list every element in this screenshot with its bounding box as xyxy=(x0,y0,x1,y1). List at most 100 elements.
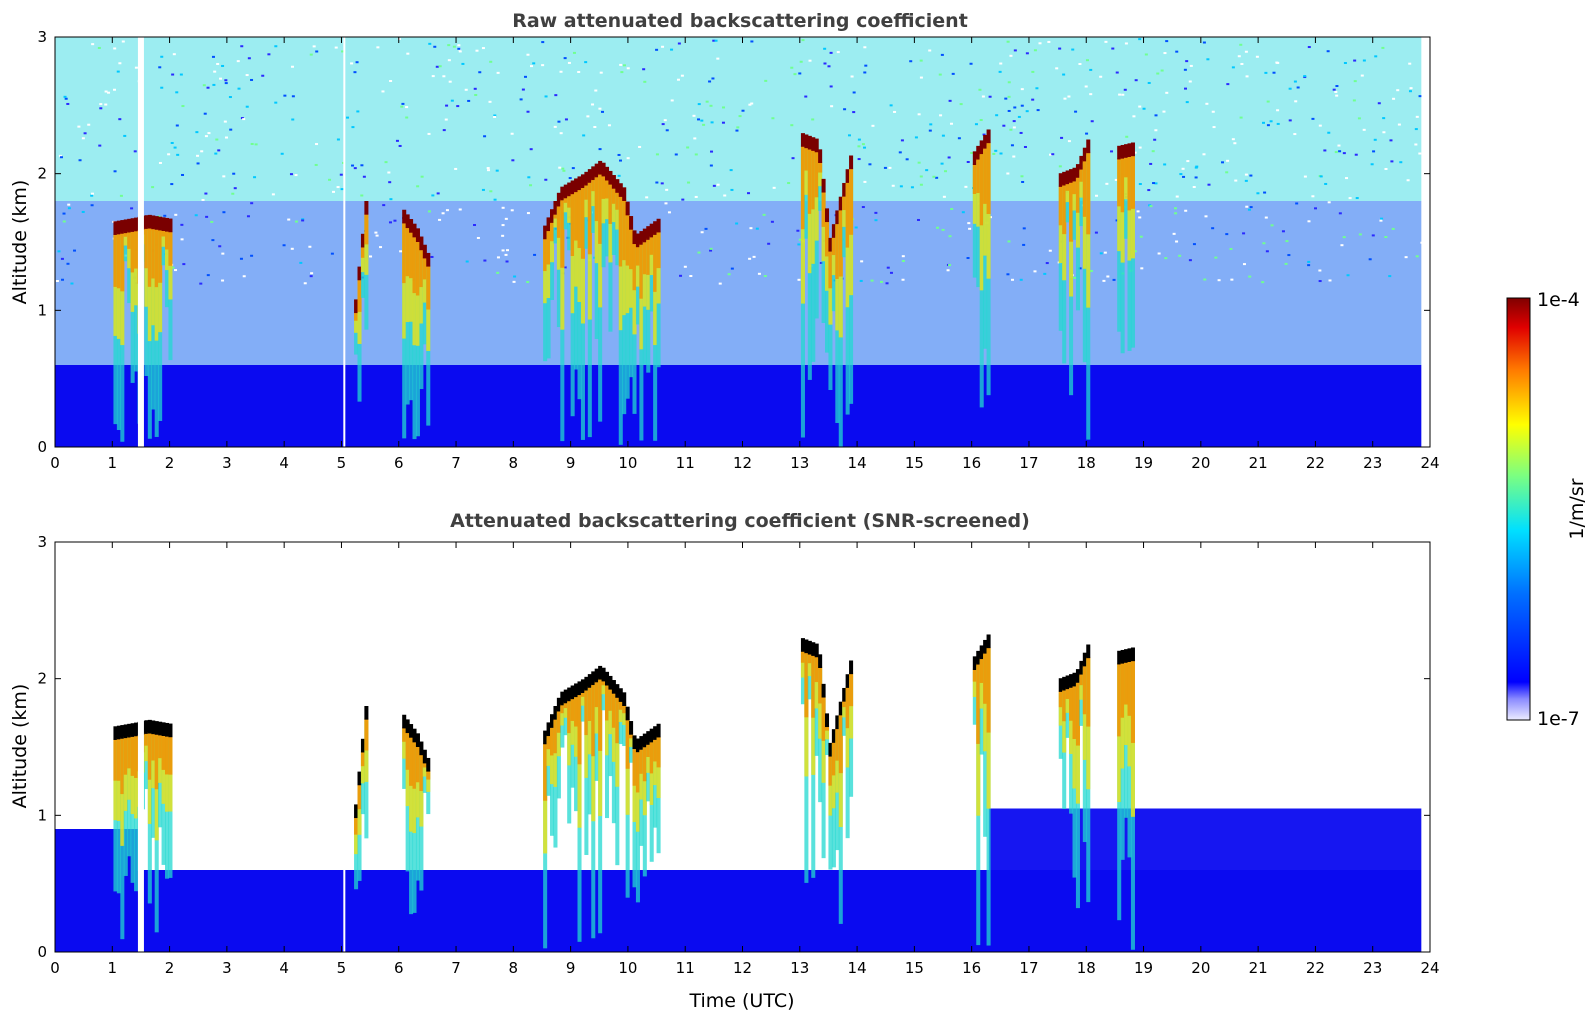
noise-band-lower xyxy=(55,870,1422,952)
noise-speckle xyxy=(1345,177,1349,180)
cloud-body xyxy=(972,165,977,224)
cloud-base-cap xyxy=(629,216,634,230)
noise-speckle xyxy=(969,62,973,65)
cloud-column xyxy=(611,680,616,824)
cloud-core xyxy=(563,196,568,203)
noise-speckle xyxy=(1270,224,1274,227)
noise-speckle xyxy=(1266,124,1270,127)
noise-speckle xyxy=(438,65,442,68)
cloud-body xyxy=(629,734,634,748)
cloud-column xyxy=(144,720,149,790)
cloud-body xyxy=(354,313,359,333)
noise-speckle xyxy=(1063,97,1067,100)
noise-speckle xyxy=(309,275,313,278)
noise-speckle xyxy=(63,95,67,98)
cloud-column xyxy=(151,720,156,838)
cloud-column xyxy=(113,221,118,425)
noise-speckle xyxy=(584,61,588,64)
cloud-base-cap xyxy=(615,179,620,193)
cloud-base-cap xyxy=(1120,649,1125,664)
cloud-base-cap xyxy=(818,654,823,669)
noise-speckle xyxy=(1374,55,1378,58)
noise-speckle xyxy=(864,64,868,67)
noise-speckle xyxy=(1055,67,1059,70)
cloud-column xyxy=(165,217,170,308)
cloud-body xyxy=(1124,157,1129,200)
noise-speckle xyxy=(764,79,768,82)
noise-speckle xyxy=(1154,129,1158,132)
noise-speckle xyxy=(393,219,397,222)
cloud-fringe xyxy=(1065,690,1070,738)
noise-speckle xyxy=(211,239,215,242)
noise-speckle xyxy=(501,249,505,252)
cloud-base-cap xyxy=(639,736,644,750)
noise-speckle xyxy=(1134,79,1138,82)
cloud-core xyxy=(608,688,613,711)
cloud-body xyxy=(426,771,431,792)
noise-speckle xyxy=(1156,72,1160,75)
noise-speckle xyxy=(901,255,905,258)
noise-speckle xyxy=(1384,167,1388,170)
noise-speckle xyxy=(73,249,77,252)
noise-speckle xyxy=(1045,262,1049,265)
cloud-core xyxy=(357,278,362,312)
noise-speckle xyxy=(1178,254,1182,257)
cloud-base-cap xyxy=(601,667,606,682)
cloud-core xyxy=(842,195,847,211)
noise-speckle xyxy=(577,71,581,74)
noise-speckle xyxy=(712,39,716,42)
noise-speckle xyxy=(67,207,71,210)
noise-speckle xyxy=(353,167,357,170)
x-tick-label: 19 xyxy=(1134,959,1153,977)
noise-speckle xyxy=(1174,207,1178,210)
cloud-core xyxy=(986,646,991,733)
noise-speckle xyxy=(1303,175,1307,178)
noise-speckle xyxy=(1136,210,1140,213)
cloud-core xyxy=(849,672,854,707)
noise-speckle xyxy=(388,221,392,224)
cloud-column xyxy=(354,299,359,355)
cloud-body xyxy=(608,689,613,735)
cloud-core xyxy=(147,227,152,287)
cloud-core xyxy=(835,727,840,761)
noise-speckle xyxy=(949,122,953,125)
noise-speckle xyxy=(797,278,801,281)
noise-speckle xyxy=(562,169,566,172)
noise-speckle xyxy=(1239,43,1243,46)
x-tick-label: 22 xyxy=(1306,959,1325,977)
cloud-column xyxy=(130,723,135,883)
cloud-column xyxy=(1079,155,1084,227)
noise-speckle xyxy=(1188,259,1192,262)
colorbar-gradient xyxy=(1506,297,1531,721)
noise-speckle xyxy=(1048,153,1052,156)
noise-speckle xyxy=(823,47,827,50)
cloud-column xyxy=(986,634,991,946)
noise-speckle xyxy=(90,194,94,197)
noise-speckle xyxy=(513,275,517,278)
noise-speckle xyxy=(309,53,313,56)
cloud-column xyxy=(605,671,610,819)
noise-speckle xyxy=(1414,143,1418,146)
cloud-column xyxy=(635,233,640,325)
cloud-core xyxy=(409,231,414,279)
cloud-base-cap xyxy=(587,169,592,183)
noise-speckle xyxy=(1051,153,1055,156)
cloud-core xyxy=(1072,180,1077,195)
cloud-base-cap xyxy=(639,231,644,245)
noise-speckle xyxy=(722,106,726,109)
cloud-column xyxy=(357,771,362,881)
noise-speckle xyxy=(1078,63,1082,66)
noise-speckle xyxy=(885,282,889,285)
noise-speckle xyxy=(771,117,775,120)
noise-speckle xyxy=(935,176,939,179)
cloud-column xyxy=(584,676,589,855)
cloud-base-cap xyxy=(1130,647,1135,662)
no-data-region xyxy=(1421,542,1430,952)
cloud-body xyxy=(546,231,551,299)
noise-speckle xyxy=(594,89,598,92)
cloud-core xyxy=(656,736,661,768)
cloud-column xyxy=(587,169,592,438)
cloud-core xyxy=(814,150,819,198)
noise-speckle xyxy=(917,161,921,164)
noise-speckle xyxy=(496,271,500,274)
